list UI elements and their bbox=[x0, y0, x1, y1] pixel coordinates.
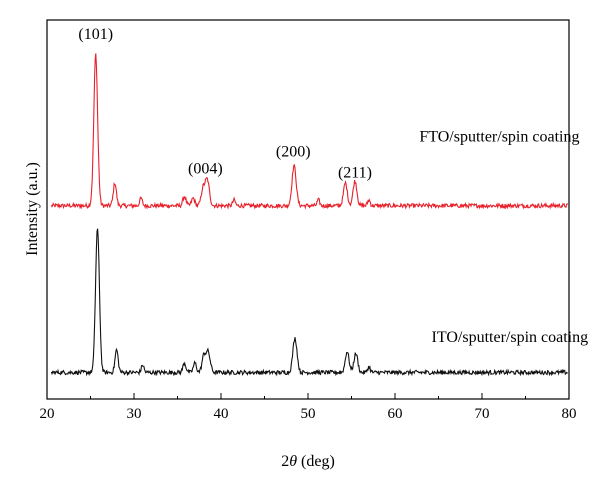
x-tick-label: 20 bbox=[40, 406, 55, 422]
series-line-fto bbox=[50, 53, 569, 210]
series-label-ito: ITO/sputter/spin coating bbox=[432, 329, 589, 346]
x-tick-label: 30 bbox=[127, 406, 142, 422]
peak-label: (004) bbox=[188, 160, 223, 177]
series-layer bbox=[50, 53, 569, 377]
ticks-layer: 20 30 40 50 60 70 80 bbox=[40, 393, 577, 422]
y-axis-label: Intensity (a.u.) bbox=[24, 162, 41, 256]
x-axis-label: 2θ (deg) bbox=[281, 453, 335, 470]
series-line-ito bbox=[50, 228, 568, 377]
peak-label: (211) bbox=[338, 164, 372, 181]
series-label-fto: FTO/sputter/spin coating bbox=[419, 128, 579, 145]
peak-label: (200) bbox=[276, 143, 311, 160]
x-tick-label: 50 bbox=[301, 406, 316, 422]
x-tick-label: 80 bbox=[562, 406, 577, 422]
x-tick-label: 40 bbox=[214, 406, 229, 422]
annotation-layer: (101) (004) (200) (211) FTO/sputter/spin coa… bbox=[78, 26, 588, 346]
peak-label: (101) bbox=[78, 26, 113, 43]
x-tick-label: 60 bbox=[388, 406, 403, 422]
x-tick-label: 70 bbox=[475, 406, 490, 422]
